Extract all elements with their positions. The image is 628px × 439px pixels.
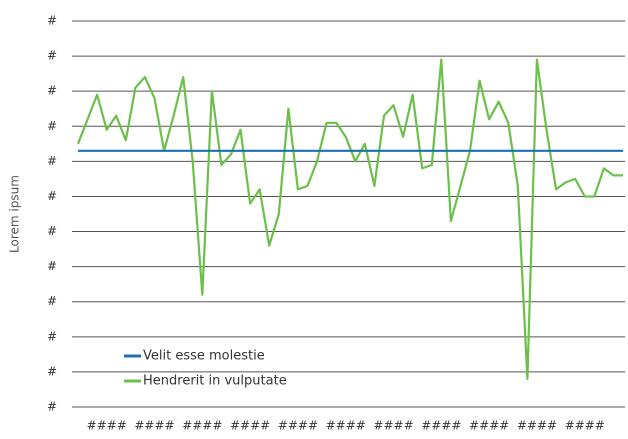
legend-label: Velit esse molestie: [143, 349, 265, 364]
x-tick-label: ####: [230, 419, 270, 433]
y-tick-label: #: [47, 259, 57, 273]
x-tick-label: ####: [278, 419, 318, 433]
y-tick-label: #: [47, 14, 57, 28]
x-tick-label: ####: [87, 419, 127, 433]
x-tick-label: ####: [565, 419, 605, 433]
y-tick-label: #: [47, 49, 57, 63]
x-tick-label: ####: [373, 419, 413, 433]
y-tick-label: #: [47, 329, 57, 343]
y-axis-label: Lorem ipsum: [8, 175, 22, 253]
y-tick-label: #: [47, 364, 57, 378]
y-tick-label: #: [47, 189, 57, 203]
y-tick-label: #: [47, 224, 57, 238]
y-tick-label: #: [47, 84, 57, 98]
y-tick-label: #: [47, 294, 57, 308]
x-tick-label: ####: [421, 419, 461, 433]
y-tick-label: #: [47, 154, 57, 168]
x-tick-label: ####: [517, 419, 557, 433]
y-tick-label: #: [47, 400, 57, 414]
x-tick-label: ####: [469, 419, 509, 433]
x-tick-label: ####: [326, 419, 366, 433]
y-tick-label: #: [47, 119, 57, 133]
legend-label: Hendrerit in vulputate: [143, 374, 287, 389]
series-line: [76, 58, 623, 380]
x-tick-label: ####: [134, 419, 174, 433]
x-tick-label: ####: [182, 419, 222, 433]
